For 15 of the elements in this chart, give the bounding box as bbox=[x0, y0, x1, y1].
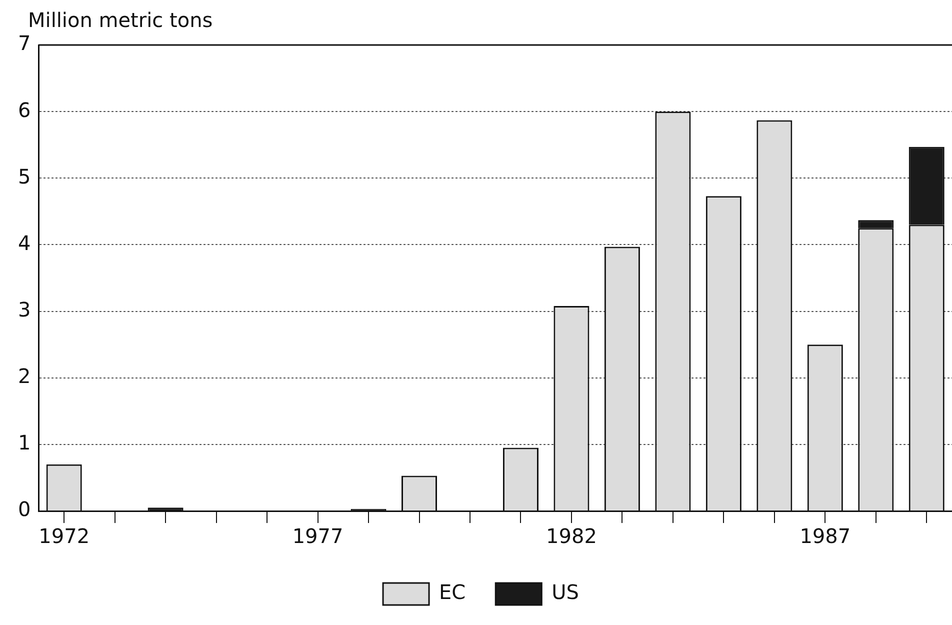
y-tick-label: 2 bbox=[18, 364, 31, 388]
y-tick-label: 1 bbox=[18, 430, 31, 455]
x-tick-label: 1972 bbox=[38, 524, 90, 548]
x-tick-label: 1987 bbox=[800, 524, 851, 548]
y-axis-title: Million metric tons bbox=[28, 8, 213, 32]
legend-label: EC bbox=[439, 580, 466, 604]
y-tick-label: 5 bbox=[18, 164, 31, 188]
x-tick-label: 1977 bbox=[292, 524, 344, 548]
x-tick-label: 1982 bbox=[546, 524, 597, 548]
y-tick-label: 7 bbox=[18, 31, 31, 56]
y-tick-label: 4 bbox=[18, 230, 31, 255]
legend-label: US bbox=[552, 580, 579, 604]
y-tick-label: 0 bbox=[18, 497, 31, 522]
y-tick-label: 3 bbox=[18, 297, 31, 322]
y-tick-label: 6 bbox=[18, 98, 31, 122]
